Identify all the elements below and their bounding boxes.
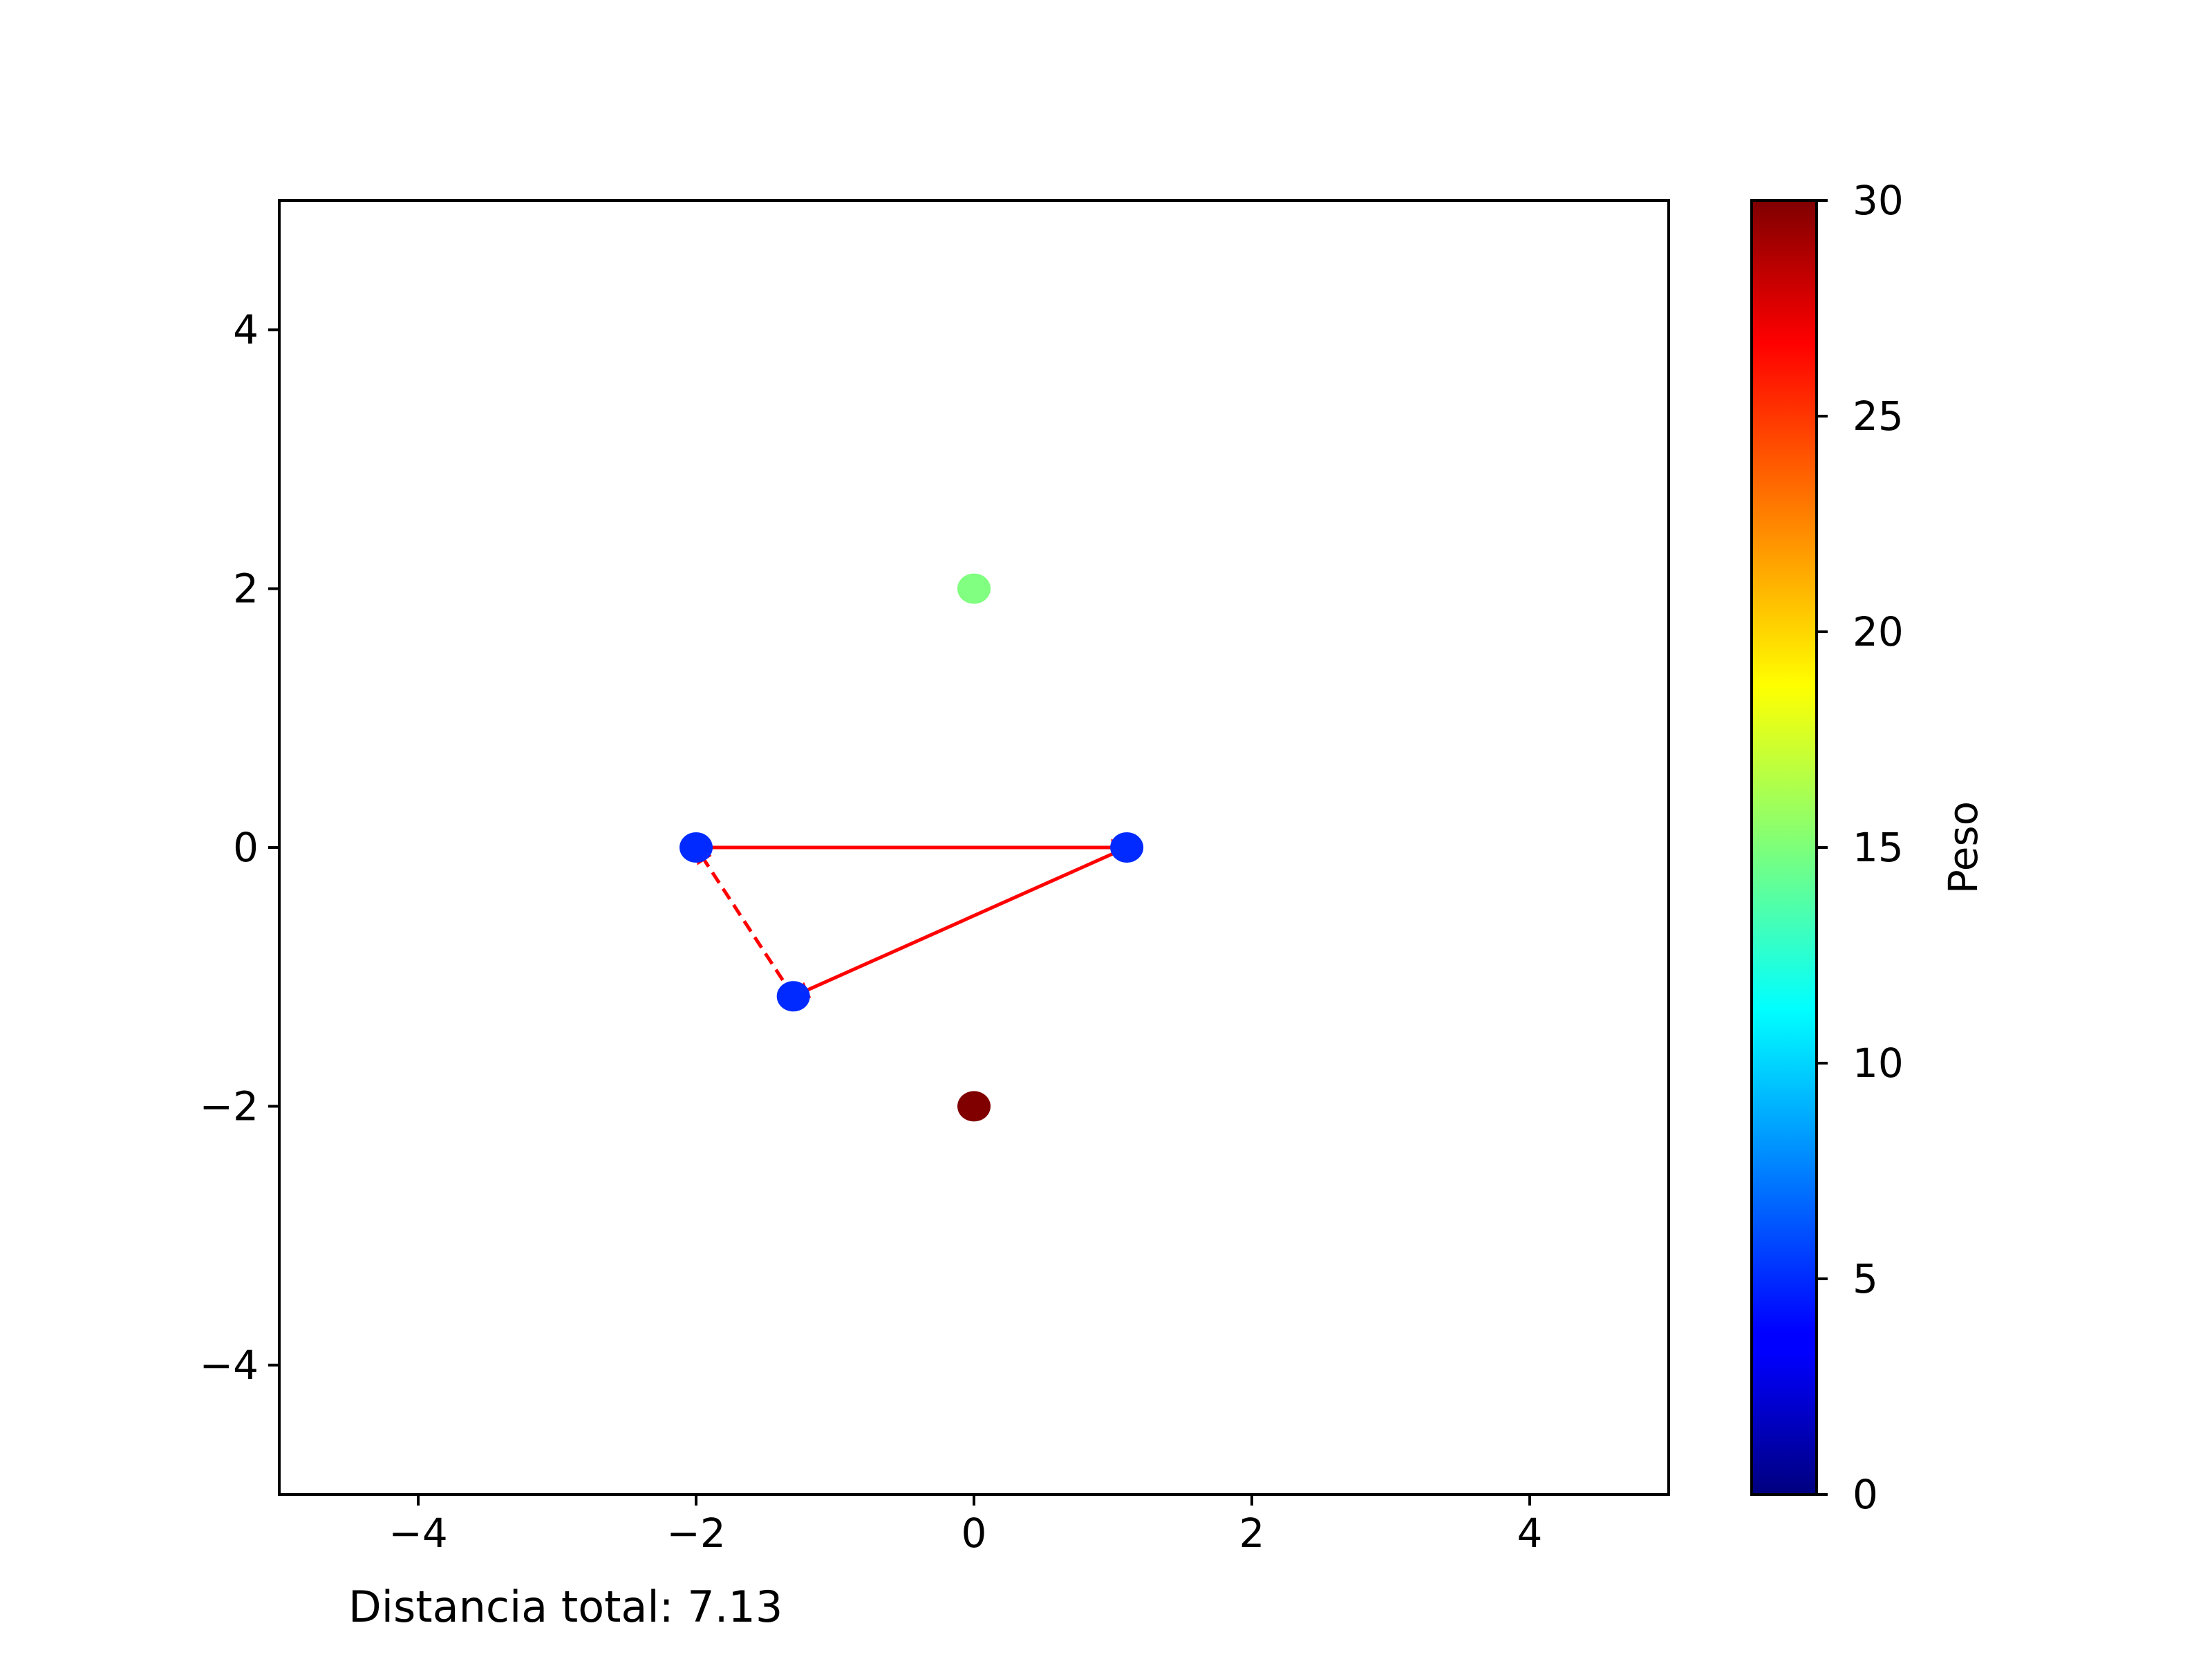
y-tick-label: −4 (200, 1342, 259, 1389)
x-tick-label: 4 (1517, 1510, 1543, 1557)
colorbar-tick-label: 30 (1853, 177, 1904, 224)
data-point (957, 573, 991, 604)
x-tick-label: 0 (962, 1510, 987, 1557)
x-tick-label: −4 (388, 1510, 448, 1557)
y-tick-label: 2 (233, 565, 259, 612)
y-tick-label: 4 (233, 306, 259, 353)
data-point (679, 832, 713, 863)
colorbar-tick-label: 25 (1853, 393, 1904, 440)
y-axis: −4 −2 0 2 4 (200, 306, 279, 1389)
x-tick-label: −2 (666, 1510, 726, 1557)
colorbar-label: Peso (1940, 801, 1987, 894)
total-distance-annotation: Distancia total: 7.13 (348, 1582, 782, 1632)
y-tick-label: −2 (200, 1082, 259, 1130)
points-layer (679, 573, 1144, 1122)
data-point (776, 981, 810, 1012)
x-tick-label: 2 (1239, 1510, 1265, 1557)
colorbar-tick-label: 20 (1853, 608, 1904, 655)
colorbar-tick-label: 10 (1853, 1040, 1904, 1087)
colorbar-tick-label: 15 (1853, 824, 1904, 871)
route-arrow (694, 845, 795, 997)
colorbar-tick-label: 0 (1853, 1471, 1878, 1518)
colorbar (1750, 199, 1818, 1496)
data-point (957, 1091, 991, 1122)
colorbar-tick-label: 5 (1853, 1255, 1878, 1302)
route-arrow (791, 845, 1128, 998)
route-layer (694, 838, 1129, 998)
data-point (1110, 832, 1144, 863)
x-axis: −4 −2 0 2 4 (388, 1494, 1542, 1557)
colorbar-axis: 0 5 10 15 20 25 30 (1817, 177, 1904, 1518)
y-tick-label: 0 (233, 824, 259, 871)
